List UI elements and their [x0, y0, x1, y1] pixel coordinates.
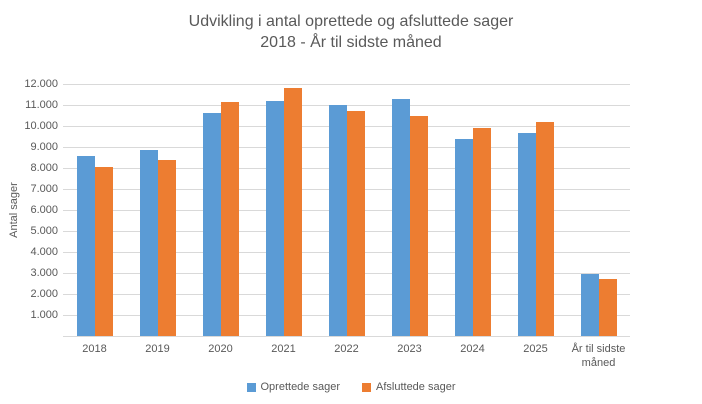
bar-oprettede-2020 [202, 113, 221, 336]
x-tick-label: 2019 [145, 343, 170, 355]
y-tick-label: 7.000 [30, 183, 58, 195]
legend: Oprettede sager Afsluttede sager [0, 381, 702, 393]
bar-afsluttede-2023 [409, 115, 428, 336]
x-tick-label: 2024 [460, 343, 485, 355]
y-tick-label: 4.000 [30, 246, 58, 258]
x-tick-label: 2022 [334, 343, 359, 355]
y-tick-label: 8.000 [30, 162, 58, 174]
bar-afsluttede-år-til-sidste-måned [598, 279, 617, 336]
y-tick-label: 6.000 [30, 204, 58, 216]
chart-title-line1: Udvikling i antal oprettede og afslutted… [188, 13, 514, 30]
legend-item: Afsluttede sager [362, 381, 456, 393]
y-tick-label: 11.000 [25, 99, 58, 111]
x-tick-label: 2018 [82, 343, 107, 355]
bar-afsluttede-2018 [94, 166, 113, 336]
y-tick-label: 10.000 [24, 120, 58, 132]
plot-area [63, 84, 630, 337]
x-tick-label: År til sidste måned [571, 343, 626, 369]
x-tick-label: 2021 [271, 343, 296, 355]
x-axis-tick-labels: 2018 2019 2020 2021 2022 2023 2024 2025 År til s… [63, 342, 630, 376]
y-tick-label: 3.000 [30, 267, 58, 279]
bar-afsluttede-2021 [283, 88, 302, 336]
gridline [63, 105, 630, 106]
x-tick-label: 2023 [397, 343, 422, 355]
bar-afsluttede-2025 [535, 121, 554, 336]
bar-oprettede-2023 [391, 98, 410, 336]
bar-afsluttede-2020 [220, 101, 239, 336]
bar-oprettede-2025 [517, 133, 536, 336]
gridline [63, 84, 630, 85]
chart-title: Udvikling i antal oprettede og afslutted… [0, 11, 702, 53]
bar-oprettede-2019 [139, 150, 158, 336]
y-tick-label: 12.000 [24, 78, 58, 90]
y-tick-label: 9.000 [30, 141, 58, 153]
x-axis-line [63, 336, 630, 337]
bar-afsluttede-2024 [472, 128, 491, 336]
legend-swatch [362, 382, 371, 392]
chart-title-line2: 2018 - År til sidste måned [260, 34, 442, 51]
legend-label: Oprettede sager [260, 381, 341, 393]
bar-afsluttede-2019 [157, 159, 176, 336]
y-tick-label: 5.000 [30, 225, 58, 237]
bar-oprettede-2018 [76, 156, 95, 336]
bar-oprettede-2021 [265, 100, 284, 336]
legend-item: Oprettede sager [246, 381, 341, 393]
bar-oprettede-2022 [328, 105, 347, 336]
x-tick-label: 2020 [208, 343, 233, 355]
x-tick-label: 2025 [523, 343, 548, 355]
bar-oprettede-2024 [454, 138, 473, 336]
y-tick-label: 1.000 [30, 309, 58, 321]
bar-oprettede-år-til-sidste-måned [580, 274, 599, 336]
legend-label: Afsluttede sager [376, 381, 456, 393]
legend-swatch [246, 382, 256, 392]
y-tick-label: 2.000 [30, 288, 58, 300]
y-axis-tick-labels: 1.000 2.000 3.000 4.000 5.000 6.000 7.000 8.000… [0, 0, 58, 404]
bar-afsluttede-2022 [346, 111, 365, 336]
